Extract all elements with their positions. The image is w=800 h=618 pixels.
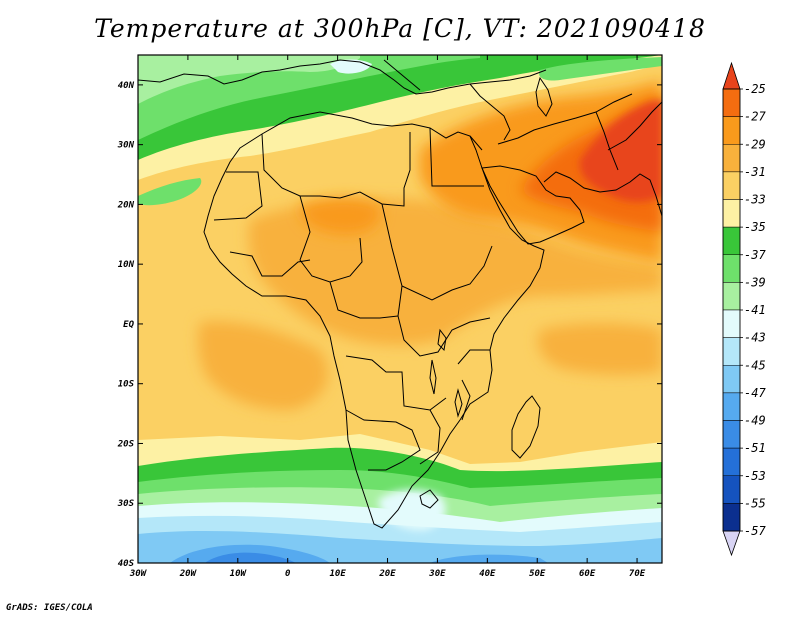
colorbar-swatch (722, 392, 741, 421)
colorbar-bottom-arrow (722, 530, 741, 557)
colorbar-swatch (722, 337, 741, 366)
lat-label: 40N (118, 81, 135, 91)
colorbar-swatch (722, 116, 741, 145)
lon-label: 30W (129, 569, 148, 579)
colorbar-label: -43 (744, 331, 766, 345)
colorbar-label: -27 (744, 110, 766, 124)
colorbar-label: -31 (744, 165, 766, 179)
lat-label: 20N (117, 200, 135, 210)
colorbar-label: -39 (744, 275, 766, 289)
colorbar-label: -35 (744, 220, 766, 234)
colorbar-swatch (722, 309, 741, 338)
lat-label: 40S (118, 559, 135, 569)
lat-label: EQ (123, 320, 134, 330)
colorbar-swatch (722, 475, 741, 504)
colorbar-label: -53 (744, 469, 766, 483)
colorbar-swatch (722, 503, 741, 532)
colorbar-swatch (722, 171, 741, 200)
colorbar-label: -37 (744, 248, 766, 262)
colorbar-label: -49 (744, 414, 766, 428)
colorbar: -25 -27 -29 -31 -33 -35 -37 -39 -41 -43 -45 -47 -49 -… (722, 61, 766, 557)
colorbar-swatch (722, 254, 741, 283)
colorbar-label: -25 (744, 82, 766, 96)
colorbar-label: -55 (744, 496, 766, 510)
lon-label: 20E (378, 569, 396, 579)
coastlines (138, 59, 662, 529)
lat-label: 20S (117, 439, 135, 449)
lat-label: 30N (117, 141, 135, 151)
colorbar-swatch (722, 447, 741, 476)
lon-label: 10E (329, 569, 346, 579)
map-frame (137, 54, 663, 564)
temperature-field (138, 55, 662, 563)
map-title: Temperature at 300hPa [C], VT: 202109041… (94, 14, 706, 43)
lat-label: 30S (117, 499, 135, 509)
colorbar-label: -51 (744, 441, 766, 455)
colorbar-swatch (722, 282, 741, 311)
lon-label: 50E (529, 569, 546, 579)
lon-label: 40E (479, 569, 496, 579)
colorbar-label: -29 (744, 137, 766, 151)
colorbar-swatch (722, 420, 741, 449)
colorbar-label: -45 (744, 358, 766, 372)
lat-label: 10N (118, 260, 135, 270)
colorbar-swatch (722, 365, 741, 394)
lon-label: 60E (579, 569, 596, 579)
lon-label: 10W (230, 569, 248, 579)
colorbar-label: -47 (744, 386, 766, 400)
colorbar-label: -41 (744, 303, 766, 317)
lat-label: 10S (118, 380, 135, 390)
lon-label: 20W (179, 569, 198, 579)
lon-label: 70E (629, 569, 646, 579)
colorbar-swatch (722, 88, 741, 117)
credit-label: GrADS: IGES/COLA (6, 603, 93, 613)
colorbar-swatch (722, 226, 741, 255)
lon-label: 30E (428, 569, 446, 579)
colorbar-label: -33 (744, 193, 766, 207)
colorbar-label: -57 (744, 524, 766, 538)
colorbar-top-arrow (722, 61, 741, 90)
axis-ticks (137, 55, 662, 564)
lon-label: 0 (285, 569, 291, 579)
colorbar-swatch (722, 199, 741, 228)
colorbar-swatch (722, 144, 741, 173)
